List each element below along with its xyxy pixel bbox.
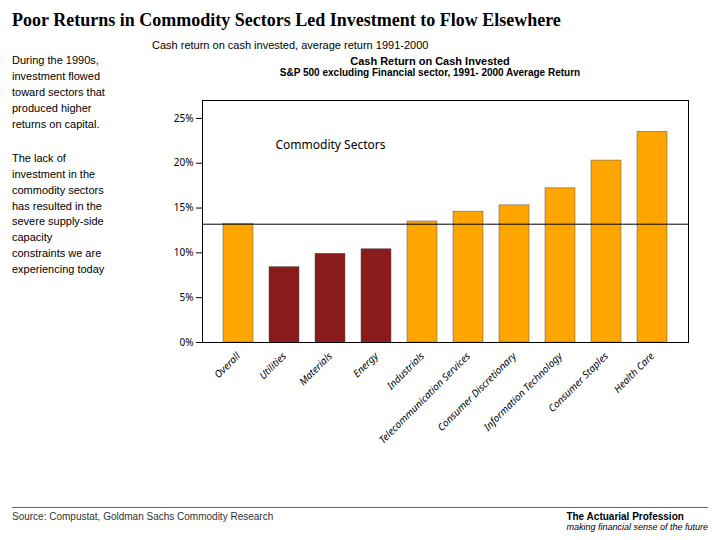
html-text:During the 1990s, investment f: During the 1990s, investment flowed towa… (12, 54, 105, 130)
svg-text:0%: 0% (179, 335, 193, 349)
html-text:The Actuarial Profession: The Actuarial Profession (566, 511, 684, 522)
html-text:S&P 500 excluding Financial se: S&P 500 excluding Financial sector, 1991… (279, 67, 581, 78)
html-text:making financial sense of the: making financial sense of the future (566, 522, 708, 532)
svg-text:Commodity Sectors: Commodity Sectors (275, 136, 385, 153)
svg-text:Consumer Staples: Consumer Staples (545, 348, 612, 415)
svg-text:20%: 20% (174, 155, 194, 169)
svg-text:Energy: Energy (350, 348, 382, 380)
svg-text:Health Care: Health Care (610, 349, 657, 396)
html-text:Poor Returns in Commodity Sect: Poor Returns in Commodity Sectors Led In… (12, 10, 561, 30)
html-text:Source: Compustat, Goldman Sac: Source: Compustat, Goldman Sachs Commodi… (12, 511, 274, 522)
html-text:Cash Return on Cash Invested: Cash Return on Cash Invested (350, 55, 510, 67)
html-text:Cash return on cash invested,: Cash return on cash invested, average re… (152, 39, 429, 51)
svg-text:Telecommunication Services: Telecommunication Services (375, 348, 473, 446)
svg-text:Information Technology: Information Technology (479, 348, 565, 434)
svg-text:Utilities: Utilities (256, 348, 290, 382)
svg-text:5%: 5% (179, 290, 193, 304)
svg-text:10%: 10% (174, 245, 194, 259)
svg-text:15%: 15% (174, 200, 194, 214)
svg-text:Consumer Discretionary: Consumer Discretionary (434, 348, 520, 434)
svg-text:Materials: Materials (296, 348, 336, 388)
html-text:The lack of investment in the: The lack of investment in the commodity … (12, 151, 105, 276)
svg-text:Industrials: Industrials (383, 348, 428, 393)
svg-text:25%: 25% (174, 111, 194, 125)
svg-text:Overall: Overall (211, 349, 243, 381)
